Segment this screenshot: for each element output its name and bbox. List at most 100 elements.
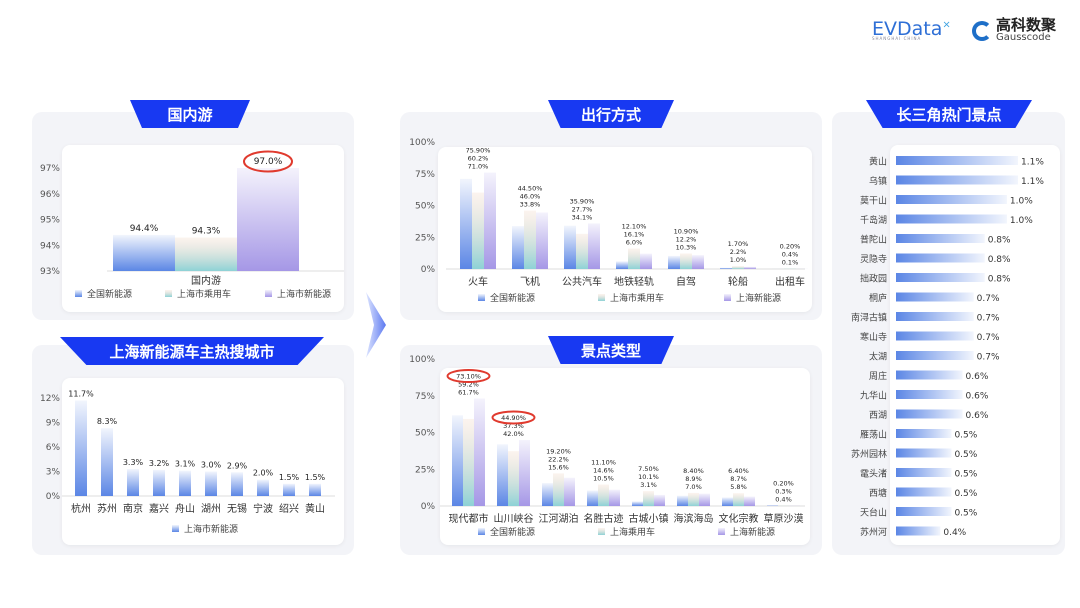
bar: [309, 483, 321, 496]
data-label: 3.0%: [201, 461, 222, 470]
data-label: 0.5%: [954, 450, 977, 460]
bar: [542, 483, 553, 506]
category-label: 九华山: [860, 390, 887, 402]
data-label: 1.0%: [730, 256, 747, 264]
data-label: 7.0%: [685, 483, 702, 491]
category-label: 普陀山: [860, 234, 887, 246]
data-label: 10.90%: [674, 228, 699, 236]
bar: [472, 192, 484, 269]
bar: [508, 451, 519, 506]
bar: [720, 267, 732, 269]
data-label: 10.1%: [638, 473, 659, 481]
bar: [643, 491, 654, 506]
category-label: 舟山: [175, 502, 195, 515]
data-label: 1.70%: [728, 240, 749, 248]
category-label: 苏州: [97, 502, 117, 515]
bar: [609, 489, 620, 506]
bar: [668, 255, 680, 269]
bar: [524, 210, 536, 269]
data-label: 75.90%: [466, 147, 491, 155]
bar: [576, 233, 588, 269]
bar: [640, 253, 652, 269]
bar: [536, 212, 548, 269]
data-label: 0.7%: [977, 294, 1000, 304]
legend-swatch: [265, 290, 272, 297]
data-label: 0.8%: [988, 275, 1011, 285]
legend-swatch: [75, 290, 82, 297]
data-label: 0.4%: [775, 495, 792, 503]
category-label: 桐庐: [869, 292, 887, 304]
bar: [101, 428, 113, 496]
category-label: 古城小镇: [629, 512, 669, 525]
category-label: 千岛湖: [860, 214, 887, 226]
gausscode-logo-icon: [972, 20, 992, 41]
evdata-logo-text: EVData: [872, 18, 943, 40]
data-label: 0.5%: [954, 489, 977, 499]
bar: [744, 496, 755, 506]
y-tick-label: 95%: [40, 216, 60, 226]
legend-label: 上海市乘用车: [177, 288, 231, 300]
legend-swatch: [478, 294, 485, 301]
data-label: 10.5%: [593, 475, 614, 483]
data-label: 0.7%: [977, 353, 1000, 363]
category-label: 宁波: [253, 502, 273, 515]
data-label: 14.6%: [593, 467, 614, 475]
data-label: 7.50%: [638, 465, 659, 473]
data-label: 0.3%: [775, 487, 792, 495]
category-label: 太湖: [869, 351, 887, 363]
bar: [896, 195, 1007, 204]
data-label: 2.9%: [227, 461, 248, 470]
bar: [680, 253, 692, 269]
y-tick-label: 50%: [415, 202, 435, 212]
category-label: 飞机: [520, 275, 540, 288]
data-label: 3.1%: [175, 460, 196, 469]
data-label: 10.3%: [676, 244, 697, 252]
data-label: 11.7%: [68, 389, 94, 398]
bar: [677, 495, 688, 506]
bar: [896, 312, 974, 321]
legend-label: 上海新能源: [736, 292, 781, 304]
category-label: 灵隐寺: [860, 253, 887, 265]
y-tick-label: 94%: [40, 241, 60, 251]
data-label: 6.0%: [626, 239, 643, 247]
bar: [896, 487, 952, 497]
category-label: 天台山: [860, 507, 887, 519]
category-label: 乌镇: [869, 175, 887, 187]
y-tick-label: 0%: [421, 502, 436, 512]
data-label: 0.5%: [954, 509, 977, 519]
panel-title-cities: 上海新能源车主热搜城市: [60, 337, 324, 365]
data-label: 12.10%: [622, 223, 647, 231]
data-label: 12.2%: [676, 236, 697, 244]
category-label: 公共汽车: [562, 275, 602, 288]
data-label: 3.2%: [149, 459, 170, 468]
bar: [896, 234, 985, 243]
bar: [722, 497, 733, 506]
category-label: 莫干山: [860, 195, 887, 207]
bar: [896, 292, 974, 302]
data-label: 0.1%: [782, 258, 799, 266]
category-label: 苏州园林: [851, 448, 887, 460]
data-label: 15.6%: [548, 463, 569, 471]
data-label: 37.3%: [503, 422, 524, 430]
bar: [598, 484, 609, 506]
bar: [179, 470, 191, 496]
bar: [767, 505, 778, 506]
bar: [896, 175, 1018, 185]
data-label: 61.7%: [458, 389, 479, 397]
bar: [237, 168, 299, 271]
data-label: 0.6%: [966, 372, 989, 382]
gausscode-logo-cn: 高科数聚: [996, 16, 1057, 34]
data-label: 42.0%: [503, 430, 524, 438]
y-tick-label: 3%: [46, 468, 61, 478]
bar: [75, 400, 87, 496]
category-label: 文化宗教: [719, 512, 759, 525]
data-label: 8.7%: [730, 475, 747, 483]
category-label: 周庄: [869, 370, 887, 382]
data-label: 71.0%: [468, 163, 489, 171]
category-label: 苏州河: [860, 526, 887, 538]
legend-label: 上海市新能源: [184, 523, 238, 535]
legend-label: 全国新能源: [490, 292, 535, 304]
bar: [692, 255, 704, 269]
category-label: 草原沙漠: [764, 513, 804, 525]
category-label: 雁荡山: [860, 429, 887, 441]
